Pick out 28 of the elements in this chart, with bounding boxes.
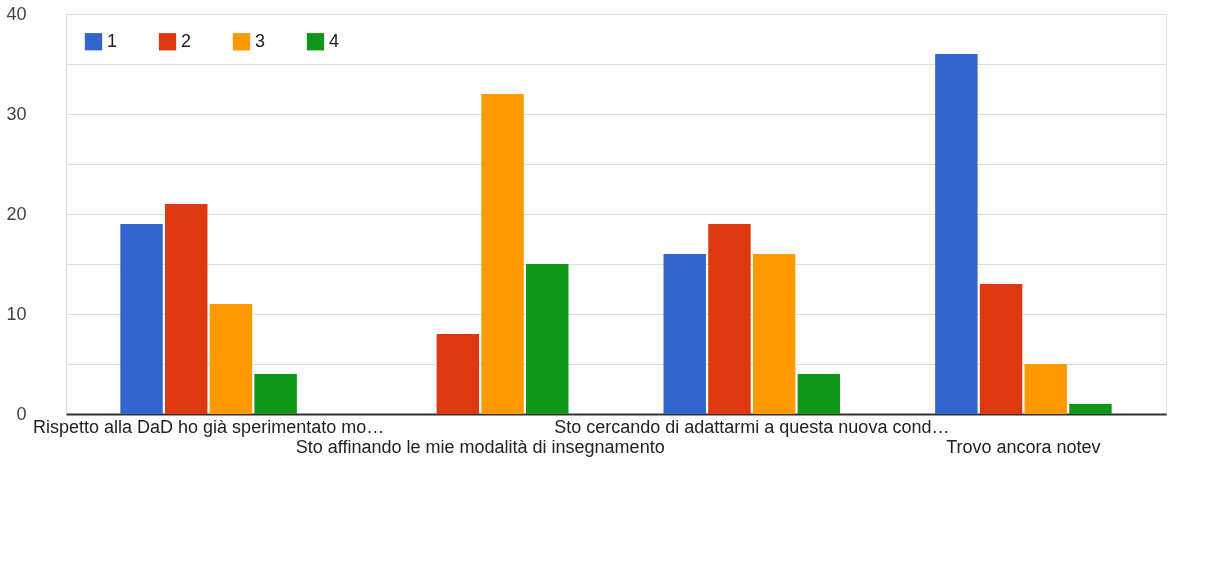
bar	[209, 304, 253, 414]
x-tick-label: Sto affinando le mie modalità di insegnamento	[295, 436, 665, 457]
x-tick-label: Trovo ancora notev	[946, 436, 1101, 457]
bar	[1024, 364, 1067, 414]
bar	[165, 204, 208, 414]
x-tick-label: Rispetto alla DaD ho già sperimentato mo…	[33, 416, 385, 437]
y-tick-label: 30	[6, 103, 27, 124]
y-tick-label: 0	[16, 403, 27, 424]
y-tick-label: 40	[6, 3, 27, 24]
bar	[254, 374, 297, 414]
y-tick-label: 20	[6, 203, 27, 224]
legend-label: 2	[181, 30, 192, 51]
legend-label: 4	[329, 30, 340, 51]
legend-label: 1	[107, 30, 118, 51]
bar	[979, 284, 1023, 414]
y-tick-label: 10	[6, 303, 27, 324]
x-tick-label: Sto cercando di adattarmi a questa nuova cond…	[554, 416, 950, 437]
bar	[752, 254, 796, 414]
bar	[935, 54, 978, 414]
legend-label: 3	[255, 30, 266, 51]
bar	[481, 94, 524, 414]
bar	[663, 254, 706, 414]
bar	[1069, 404, 1112, 414]
bar	[526, 264, 569, 414]
bar	[120, 224, 163, 414]
bar	[708, 224, 751, 414]
bar	[436, 334, 480, 414]
bar	[797, 374, 841, 414]
